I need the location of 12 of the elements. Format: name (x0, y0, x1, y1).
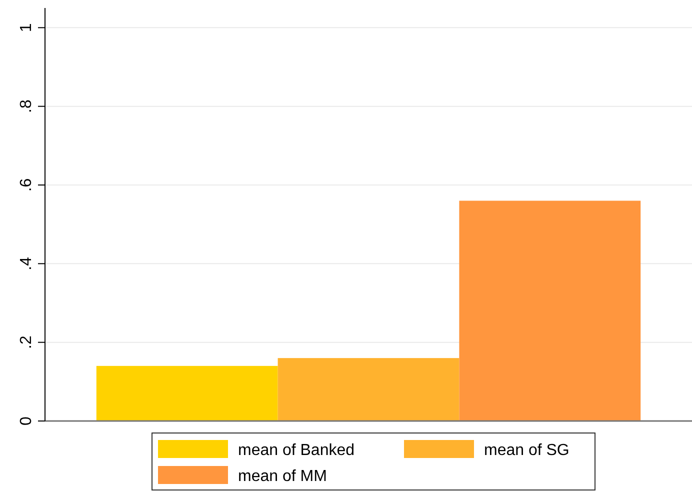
legend-label: mean of Banked (238, 442, 355, 459)
bar (459, 200, 641, 421)
bar (278, 358, 460, 421)
y-tick-label: .4 (18, 256, 35, 270)
y-tick-label: .6 (18, 178, 35, 192)
y-tick-label: 1 (18, 23, 35, 32)
y-tick-label: .2 (18, 336, 35, 350)
legend-label: mean of SG (484, 442, 570, 459)
y-tick-label: 0 (18, 416, 35, 426)
bar (96, 366, 278, 421)
y-tick-label: .8 (18, 100, 35, 114)
legend-label: mean of MM (238, 468, 327, 485)
